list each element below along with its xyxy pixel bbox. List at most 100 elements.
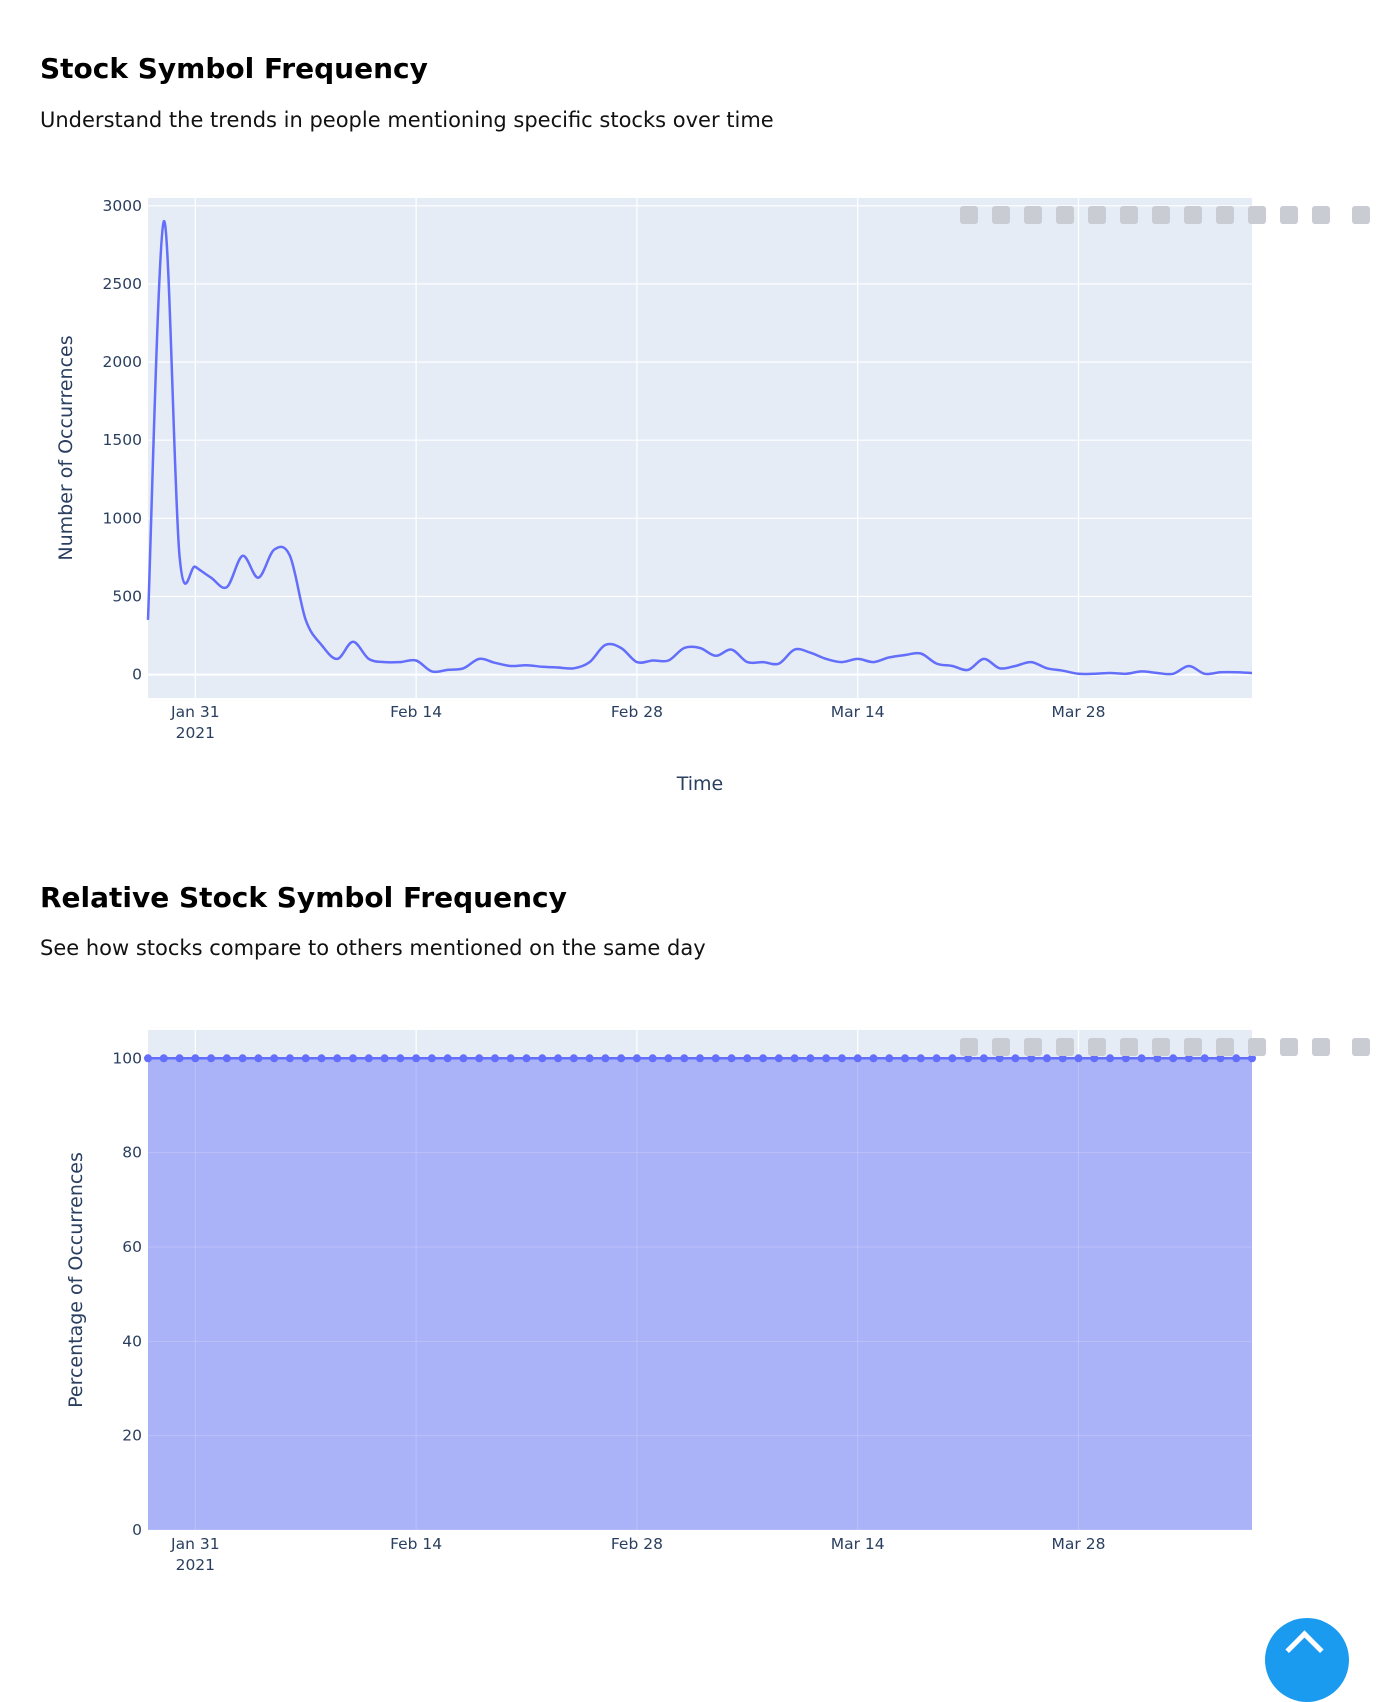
relative-chart-data-point[interactable] (806, 1054, 814, 1062)
relative-chart-data-point[interactable] (633, 1054, 641, 1062)
relative-chart-data-point[interactable] (396, 1054, 404, 1062)
autoscale-icon[interactable] (1184, 1038, 1202, 1056)
relative-chart-data-point[interactable] (412, 1054, 420, 1062)
relative-chart-data-point[interactable] (696, 1054, 704, 1062)
frequency-chart-x-tick-label: Feb 28 (611, 703, 663, 721)
frequency-chart-x-tick-label: Jan 31 (170, 703, 220, 721)
spike-lines-icon[interactable] (1248, 1038, 1266, 1056)
zoom-icon[interactable] (992, 206, 1010, 224)
relative-chart-data-point[interactable] (207, 1054, 215, 1062)
relative-chart-data-point[interactable] (601, 1054, 609, 1062)
hover-closest-icon[interactable] (1280, 1038, 1298, 1056)
relative-chart-data-point[interactable] (286, 1054, 294, 1062)
relative-chart-data-point[interactable] (1043, 1054, 1051, 1062)
camera-icon[interactable] (960, 206, 978, 224)
scroll-to-top-button[interactable] (1265, 1618, 1349, 1702)
relative-chart-data-point[interactable] (270, 1054, 278, 1062)
relative-chart-data-point[interactable] (176, 1054, 184, 1062)
relative-chart-data-point[interactable] (586, 1054, 594, 1062)
relative-chart-data-point[interactable] (317, 1054, 325, 1062)
relative-chart-x-tick-label: Mar 28 (1052, 1535, 1106, 1553)
relative-chart-data-point[interactable] (728, 1054, 736, 1062)
relative-chart-data-point[interactable] (381, 1054, 389, 1062)
relative-chart-data-point[interactable] (1011, 1054, 1019, 1062)
relative-chart-data-point[interactable] (791, 1054, 799, 1062)
relative-chart-data-point[interactable] (664, 1054, 672, 1062)
relative-chart-data-point[interactable] (680, 1054, 688, 1062)
relative-chart-data-point[interactable] (838, 1054, 846, 1062)
relative-chart-data-point[interactable] (822, 1054, 830, 1062)
spike-lines-icon[interactable] (1248, 206, 1266, 224)
relative-chart-data-point[interactable] (302, 1054, 310, 1062)
relative-chart-x-tick-label: Jan 31 (170, 1535, 220, 1553)
hover-closest-icon[interactable] (1280, 206, 1298, 224)
relative-chart-data-point[interactable] (775, 1054, 783, 1062)
zoom-in-icon[interactable] (1120, 206, 1138, 224)
relative-chart-data-point[interactable] (144, 1054, 152, 1062)
plotly-logo-icon[interactable] (1352, 1038, 1370, 1056)
relative-chart-data-point[interactable] (759, 1054, 767, 1062)
relative-chart-data-point[interactable] (1232, 1054, 1240, 1062)
lasso-icon[interactable] (1088, 1038, 1106, 1056)
relative-chart-data-point[interactable] (1201, 1054, 1209, 1062)
relative-chart-data-point[interactable] (223, 1054, 231, 1062)
relative-chart-data-point[interactable] (507, 1054, 515, 1062)
zoom-out-icon[interactable] (1152, 1038, 1170, 1056)
plotly-logo-icon[interactable] (1352, 206, 1370, 224)
frequency-chart-plot-area[interactable] (148, 198, 1252, 698)
home-icon[interactable] (1216, 1038, 1234, 1056)
relative-chart-data-point[interactable] (617, 1054, 625, 1062)
relative-chart-data-point[interactable] (980, 1054, 988, 1062)
relative-chart-data-point[interactable] (854, 1054, 862, 1062)
lasso-icon[interactable] (1088, 206, 1106, 224)
zoom-out-icon[interactable] (1152, 206, 1170, 224)
zoom-icon[interactable] (992, 1038, 1010, 1056)
relative-chart-data-point[interactable] (365, 1054, 373, 1062)
relative-chart-data-point[interactable] (475, 1054, 483, 1062)
relative-chart-data-point[interactable] (712, 1054, 720, 1062)
zoom-in-icon[interactable] (1120, 1038, 1138, 1056)
relative-chart-data-point[interactable] (948, 1054, 956, 1062)
relative-chart-data-point[interactable] (333, 1054, 341, 1062)
relative-chart-data-point[interactable] (649, 1054, 657, 1062)
relative-chart-data-point[interactable] (1106, 1054, 1114, 1062)
relative-chart-data-point[interactable] (743, 1054, 751, 1062)
relative-chart-data-point[interactable] (933, 1054, 941, 1062)
hover-compare-icon[interactable] (1312, 206, 1330, 224)
relative-chart-data-point[interactable] (1138, 1054, 1146, 1062)
pan-icon[interactable] (1024, 1038, 1042, 1056)
relative-chart-data-point[interactable] (160, 1054, 168, 1062)
relative-chart-data-point[interactable] (554, 1054, 562, 1062)
home-icon[interactable] (1216, 206, 1234, 224)
section-description-frequency: Understand the trends in people mentioni… (40, 108, 774, 132)
relative-chart-data-point[interactable] (239, 1054, 247, 1062)
relative-chart-y-tick-label: 60 (122, 1238, 142, 1256)
relative-chart-data-point[interactable] (1169, 1054, 1177, 1062)
pan-icon[interactable] (1024, 206, 1042, 224)
relative-chart-data-point[interactable] (428, 1054, 436, 1062)
relative-chart-data-point[interactable] (885, 1054, 893, 1062)
autoscale-icon[interactable] (1184, 206, 1202, 224)
relative-chart-data-point[interactable] (491, 1054, 499, 1062)
relative-chart-data-point[interactable] (917, 1054, 925, 1062)
relative-chart-data-point[interactable] (444, 1054, 452, 1062)
relative-chart-data-point[interactable] (570, 1054, 578, 1062)
relative-chart-data-point[interactable] (459, 1054, 467, 1062)
camera-icon[interactable] (960, 1038, 978, 1056)
relative-chart-data-point[interactable] (901, 1054, 909, 1062)
box-select-icon[interactable] (1056, 206, 1074, 224)
box-select-icon[interactable] (1056, 1038, 1074, 1056)
relative-chart-data-point[interactable] (191, 1054, 199, 1062)
relative-chart-data-point[interactable] (1075, 1054, 1083, 1062)
section-title-relative-frequency: Relative Stock Symbol Frequency (40, 881, 567, 914)
relative-chart-data-point[interactable] (869, 1054, 877, 1062)
frequency-chart-y-axis-title: Number of Occurrences (55, 335, 77, 560)
relative-chart-data-point[interactable] (538, 1054, 546, 1062)
relative-chart-data-point[interactable] (523, 1054, 531, 1062)
relative-chart-data-point[interactable] (254, 1054, 262, 1062)
relative-chart-data-point[interactable] (349, 1054, 357, 1062)
hover-compare-icon[interactable] (1312, 1038, 1330, 1056)
frequency-chart-x-tick-label: Mar 28 (1052, 703, 1106, 721)
